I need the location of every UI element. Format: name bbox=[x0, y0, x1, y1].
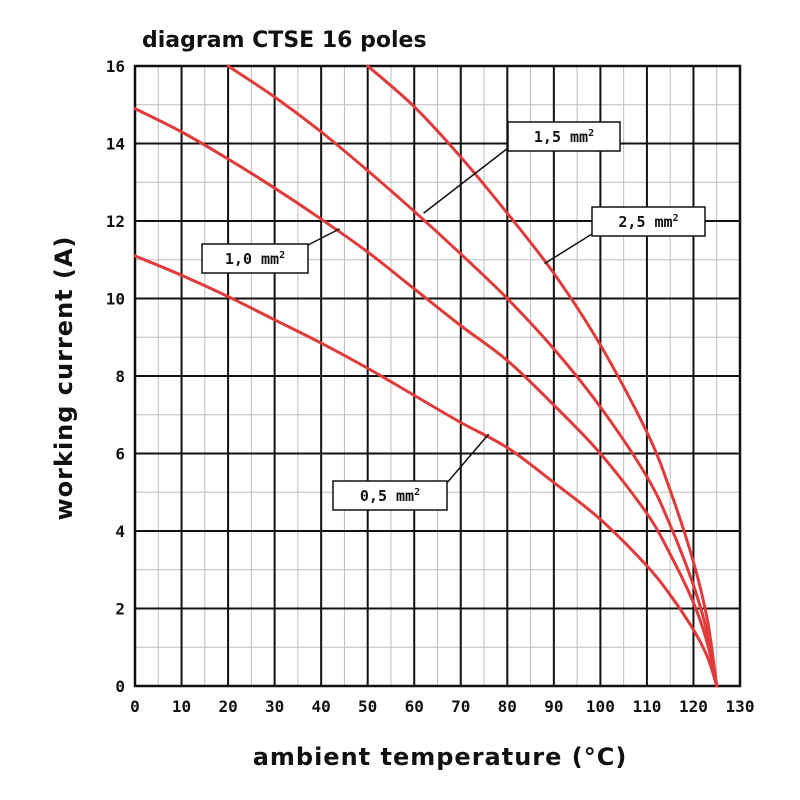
callout-box bbox=[332, 480, 448, 511]
series-line-0 bbox=[133, 254, 719, 688]
x-tick-label: 130 bbox=[726, 697, 755, 716]
y-tick-label: 10 bbox=[106, 290, 125, 309]
series-label: 0,5 mm2 bbox=[360, 487, 420, 505]
y-tick-label: 0 bbox=[115, 677, 125, 696]
y-tick-label: 12 bbox=[106, 212, 125, 231]
y-tick-label: 2 bbox=[115, 600, 125, 619]
callout-leader bbox=[445, 433, 490, 485]
x-tick-label: 100 bbox=[586, 697, 615, 716]
plot-frame bbox=[133, 64, 742, 688]
chart-grid bbox=[133, 64, 742, 688]
y-axis-label: working current (A) bbox=[50, 236, 78, 521]
axis-ticks: 0 10 20 30 40 50 60 70 80 90 100 110 120 130 0 2 4 6 8 10 12… bbox=[106, 57, 755, 716]
y-tick-label: 6 bbox=[115, 445, 125, 464]
y-tick-label: 16 bbox=[106, 57, 125, 76]
callout-box bbox=[201, 243, 309, 274]
x-tick-label: 0 bbox=[130, 697, 140, 716]
y-tick-label: 8 bbox=[115, 367, 125, 386]
chart-title: diagram CTSE 16 poles bbox=[142, 28, 427, 53]
x-tick-label: 20 bbox=[218, 697, 237, 716]
series-label: 2,5 mm2 bbox=[618, 213, 678, 231]
x-tick-label: 30 bbox=[265, 697, 284, 716]
series-label: 1,0 mm2 bbox=[225, 250, 285, 268]
x-axis-label: ambient temperature (°C) bbox=[253, 743, 628, 771]
x-tick-label: 40 bbox=[312, 697, 331, 716]
series-line-2 bbox=[226, 64, 719, 688]
x-tick-label: 70 bbox=[451, 697, 470, 716]
x-tick-label: 120 bbox=[679, 697, 708, 716]
callout-leader bbox=[305, 228, 341, 247]
series-callout-2: 1,5 mm2 bbox=[423, 121, 621, 214]
x-tick-label: 90 bbox=[544, 697, 563, 716]
series-callout-3: 2,5 mm2 bbox=[544, 206, 706, 265]
x-tick-label: 60 bbox=[405, 697, 424, 716]
series-line-1 bbox=[133, 107, 719, 688]
y-tick-label: 14 bbox=[106, 135, 125, 154]
series-line-3 bbox=[366, 64, 719, 688]
x-tick-label: 50 bbox=[358, 697, 377, 716]
series-labels: 0,5 mm2 1,0 mm2 1,5 mm2 2,5 mm2 bbox=[201, 121, 706, 511]
callout-box bbox=[591, 206, 706, 237]
series-callout-1: 1,0 mm2 bbox=[201, 228, 341, 274]
callout-leader bbox=[544, 233, 593, 265]
callout-leader bbox=[423, 147, 509, 214]
series-label: 1,5 mm2 bbox=[534, 128, 594, 146]
x-tick-label: 10 bbox=[172, 697, 191, 716]
callout-box bbox=[507, 121, 621, 152]
y-tick-label: 4 bbox=[115, 522, 125, 541]
x-tick-label: 80 bbox=[498, 697, 517, 716]
series-callout-0: 0,5 mm2 bbox=[332, 433, 490, 511]
x-tick-label: 110 bbox=[632, 697, 661, 716]
